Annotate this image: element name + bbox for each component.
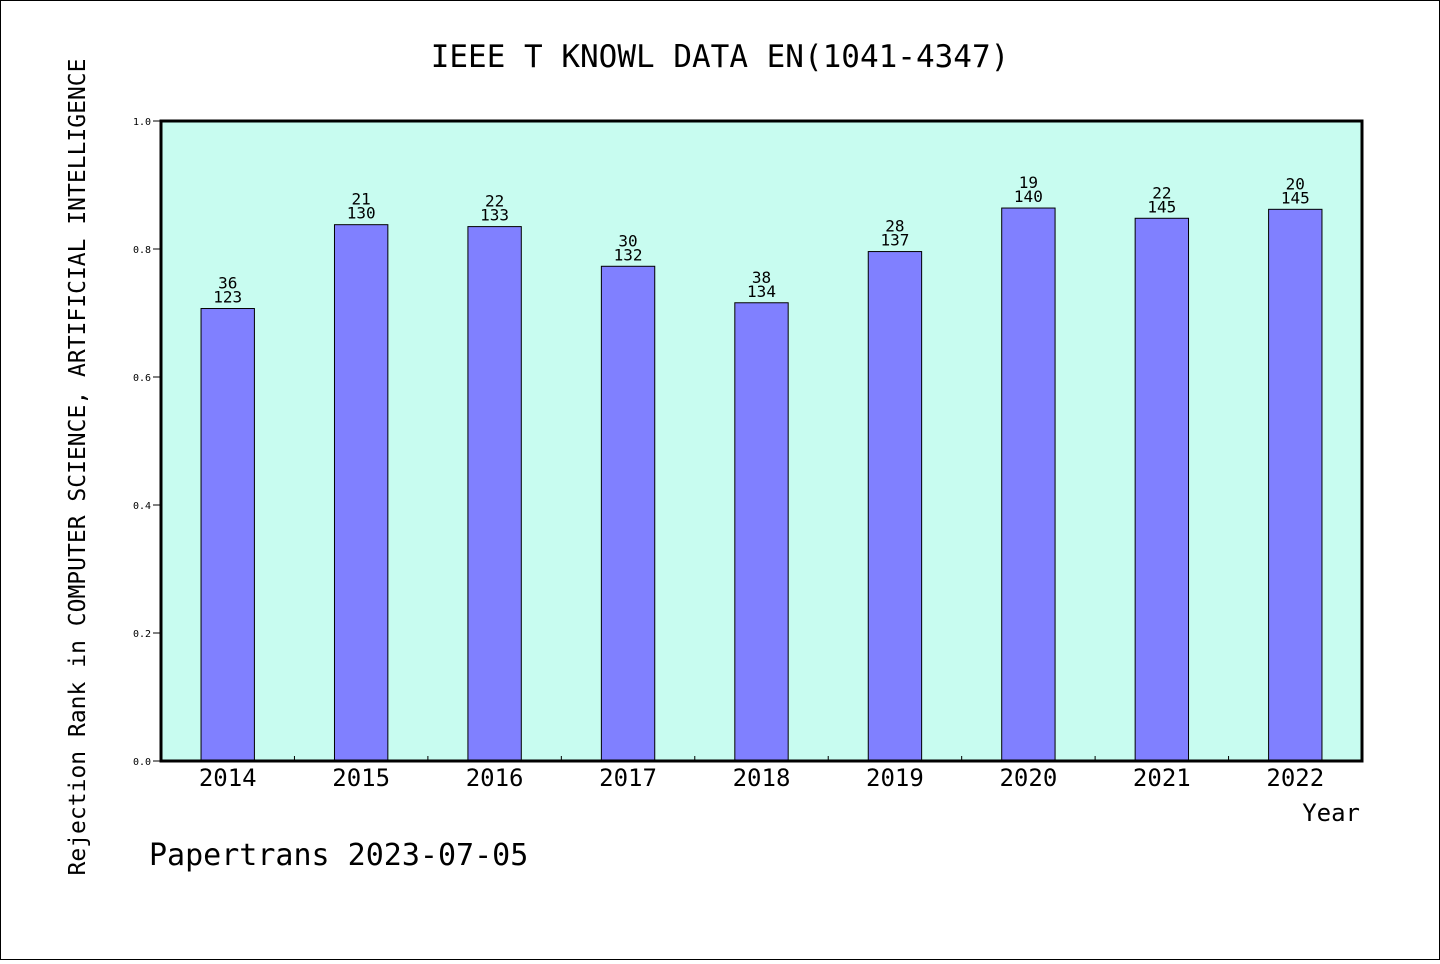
bar-rank-label: 22 xyxy=(485,192,504,211)
bar-rank-label: 30 xyxy=(618,231,637,250)
x-tick-label: 2015 xyxy=(332,764,390,792)
bar-total-label: 145 xyxy=(1147,197,1176,216)
bar-2022 xyxy=(1268,208,1323,762)
x-tick-label: 2021 xyxy=(1133,764,1191,792)
bar-rank-label: 28 xyxy=(885,217,904,236)
bar-2016 xyxy=(467,226,522,762)
x-tick-label: 2018 xyxy=(733,764,791,792)
bar-2014 xyxy=(200,308,255,762)
bar-rank-label: 38 xyxy=(752,268,771,287)
x-tick-label: 2017 xyxy=(599,764,657,792)
y-tick-label: 0.6 xyxy=(133,373,151,384)
plot-border xyxy=(159,119,1364,763)
y-tick-label: 0.8 xyxy=(133,245,151,256)
bar-rank-label: 20 xyxy=(1286,174,1305,193)
chart-title: IEEE T KNOWL DATA EN(1041-4347) xyxy=(431,39,1010,75)
y-tick-label: 1.0 xyxy=(133,117,151,128)
y-tick-label: 0.2 xyxy=(133,629,151,640)
x-axis-label: Year xyxy=(1302,799,1360,827)
bar-total-label: 137 xyxy=(880,231,909,250)
bar-2020 xyxy=(1001,207,1056,762)
bar-rank-label: 21 xyxy=(352,190,371,209)
bar-2017 xyxy=(600,265,656,762)
x-tick-label: 2020 xyxy=(999,764,1057,792)
bar-total-label: 123 xyxy=(213,288,242,307)
x-tick-label: 2014 xyxy=(199,764,257,792)
bar-total-label: 132 xyxy=(614,245,643,264)
axis-ticks-group: 2014 2015 2016 2017 2018 2019 2020 2021 20220.00… xyxy=(133,117,1324,792)
y-axis-label: Rejection Rank in COMPUTER SCIENCE, ARTI… xyxy=(65,59,91,876)
bar-total-label: 140 xyxy=(1014,187,1043,206)
x-tick-label: 2016 xyxy=(466,764,524,792)
bar-2021 xyxy=(1134,217,1190,762)
bar-total-label: 133 xyxy=(480,206,509,225)
x-tick-label: 2022 xyxy=(1266,764,1324,792)
bar-rank-label: 36 xyxy=(218,274,237,293)
bar-rank-label: 19 xyxy=(1019,173,1038,192)
bar-2018 xyxy=(734,302,789,762)
bar-total-label: 145 xyxy=(1281,188,1310,207)
bar-2019 xyxy=(867,251,923,762)
bar-2015 xyxy=(333,224,389,762)
y-tick-label: 0.0 xyxy=(133,757,151,768)
bar-rank-label: 22 xyxy=(1152,183,1171,202)
bar-total-label: 134 xyxy=(747,282,776,301)
bar-total-label: 130 xyxy=(347,204,376,223)
x-tick-label: 2019 xyxy=(866,764,924,792)
y-tick-label: 0.4 xyxy=(133,501,151,512)
footer-stamp: Papertrans 2023-07-05 xyxy=(149,838,528,873)
